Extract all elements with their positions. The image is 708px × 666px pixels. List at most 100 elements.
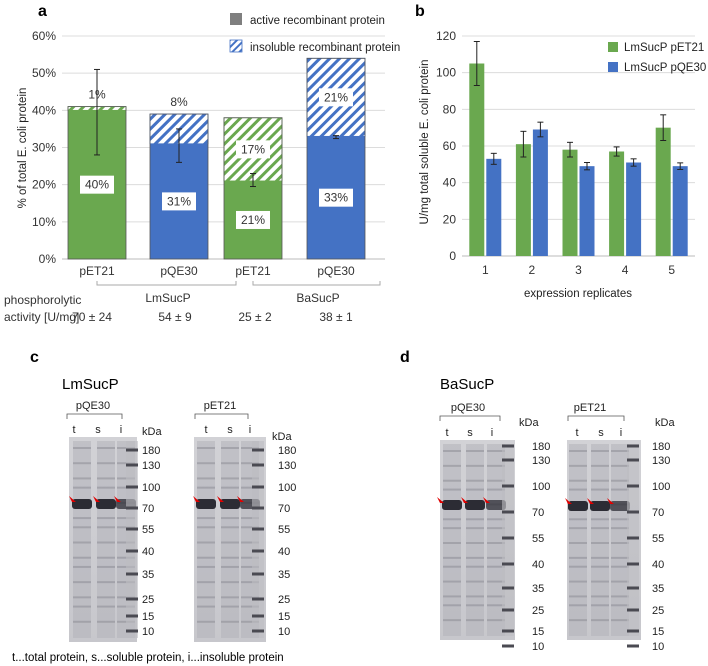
gel-arrow-marker: [217, 496, 224, 502]
b-y-tick-label: 100: [436, 66, 456, 80]
gel-faint-band: [487, 595, 505, 598]
gel-faint-band: [73, 556, 91, 559]
gel-marker-band: [252, 463, 264, 467]
gel-faint-band: [97, 486, 115, 489]
gel-faint-band: [466, 464, 484, 467]
gel-marker-band: [627, 586, 639, 590]
gel-d-title: BaSucP: [440, 376, 494, 393]
gel-faint-band: [197, 526, 215, 529]
gel-faint-band: [73, 620, 91, 623]
gel-c-lane-t-2: t: [204, 424, 207, 436]
gel-faint-band: [466, 488, 484, 491]
gel-faint-band: [73, 486, 91, 489]
chart-a: 0% 10% 20% 30% 40% 50% 60% % of total E. coli …: [4, 13, 400, 324]
a-data-label-box: [319, 88, 353, 107]
a-data-label-insoluble: 17%: [241, 142, 265, 156]
gel-marker-band: [126, 485, 138, 489]
gel-faint-band: [197, 486, 215, 489]
gel-marker-band: [252, 506, 264, 510]
gel-faint-band: [591, 542, 609, 544]
gel-faint-band: [569, 565, 587, 568]
b-bar: [469, 63, 485, 256]
gel-c-lane-t-1: t: [72, 424, 75, 436]
gel-faint-band: [221, 477, 239, 480]
gel-marker-band: [126, 629, 138, 633]
a-group-bracket-basucp: [252, 281, 381, 286]
gel-kda-marker-label: 25: [142, 594, 154, 606]
gel-kda-marker-label: 55: [652, 533, 664, 545]
gel-faint-band: [611, 527, 629, 530]
a-y-tick-label: 0%: [39, 252, 57, 266]
gel-arrow-marker: [565, 498, 572, 504]
panel-label-b: b: [415, 3, 425, 20]
gel-faint-band: [487, 488, 505, 491]
gel-kda-marker-label: 10: [278, 626, 290, 638]
gel-faint-band: [73, 605, 91, 608]
b-legend-swatch-pet21: [608, 42, 618, 52]
gel-main-band: [486, 500, 506, 510]
gel-faint-band: [197, 541, 215, 544]
gel-faint-band: [97, 526, 115, 529]
gel-faint-band: [466, 518, 484, 521]
gel-c-bracket-2: [194, 413, 249, 419]
gel-faint-band: [591, 565, 609, 568]
a-data-label-insoluble: 8%: [170, 95, 188, 109]
gel-faint-band: [221, 581, 239, 584]
a-y-tick-label: 20%: [32, 178, 56, 192]
gel-main-band: [220, 499, 240, 509]
gel-d-lane-i-2: i: [620, 427, 622, 439]
gel-faint-band: [241, 477, 259, 480]
gel-d-lane-s-2: s: [598, 427, 604, 439]
gel-d-kda-2: kDa: [655, 417, 675, 429]
gel-marker-band: [627, 629, 639, 633]
gel-faint-band: [466, 604, 484, 607]
gel-faint-band: [591, 464, 609, 467]
gel-marker-band: [502, 484, 514, 488]
gel-marker-band: [252, 597, 264, 601]
gel-faint-band: [241, 605, 259, 608]
gel-kda-marker-label: 70: [532, 507, 544, 519]
gel-marker-band: [252, 614, 264, 618]
gel-d-kda-1: kDa: [519, 417, 539, 429]
gel-faint-band: [73, 596, 91, 599]
gel-faint-band: [241, 462, 259, 465]
gel-arrow-marker: [93, 496, 100, 502]
b-y-tick-label: 120: [436, 29, 456, 43]
gel-faint-band: [443, 619, 461, 622]
gel-marker-band: [627, 510, 639, 514]
gel-faint-band: [611, 556, 629, 559]
gel-faint-band: [241, 517, 259, 520]
gel-faint-band: [197, 477, 215, 480]
gel-kda-marker-label: 180: [278, 445, 296, 457]
a-bar-outline: [306, 57, 366, 260]
gel-faint-band: [611, 488, 629, 491]
b-y-tick-label: 40: [443, 176, 457, 190]
gel-kda-marker-label: 15: [142, 611, 154, 623]
gel-faint-band: [197, 581, 215, 584]
gel-arrow-marker: [237, 496, 244, 502]
gel-faint-band: [197, 605, 215, 608]
a-data-label-insoluble: 21%: [324, 90, 348, 104]
gel-kda-marker-label: 10: [652, 641, 664, 653]
gel-arrow-marker: [114, 496, 121, 502]
gel-d-construct-1: pQE30: [451, 402, 485, 414]
gel-kda-marker-label: 40: [278, 546, 290, 558]
a-data-label-active: 33%: [324, 191, 348, 205]
gel-arrow-marker: [437, 497, 444, 503]
gel-marker-band: [627, 644, 639, 648]
gel-kda-marker-label: 130: [532, 455, 550, 467]
a-y-tick-label: 10%: [32, 215, 56, 229]
gel-faint-band: [466, 527, 484, 530]
gel-faint-band: [487, 565, 505, 568]
gel-faint-band: [487, 518, 505, 521]
gel-faint-band: [611, 565, 629, 568]
gel-faint-band: [591, 518, 609, 521]
gel-main-band: [72, 499, 92, 509]
gel-faint-band: [487, 464, 505, 467]
b-x-tick-label: 3: [575, 263, 582, 277]
b-legend-swatch-pqe30: [608, 62, 618, 72]
a-data-label-box: [162, 192, 196, 211]
gel-d-bracket-1: [439, 415, 501, 421]
gel-kda-marker-label: 15: [278, 611, 290, 623]
b-bar: [579, 166, 595, 256]
